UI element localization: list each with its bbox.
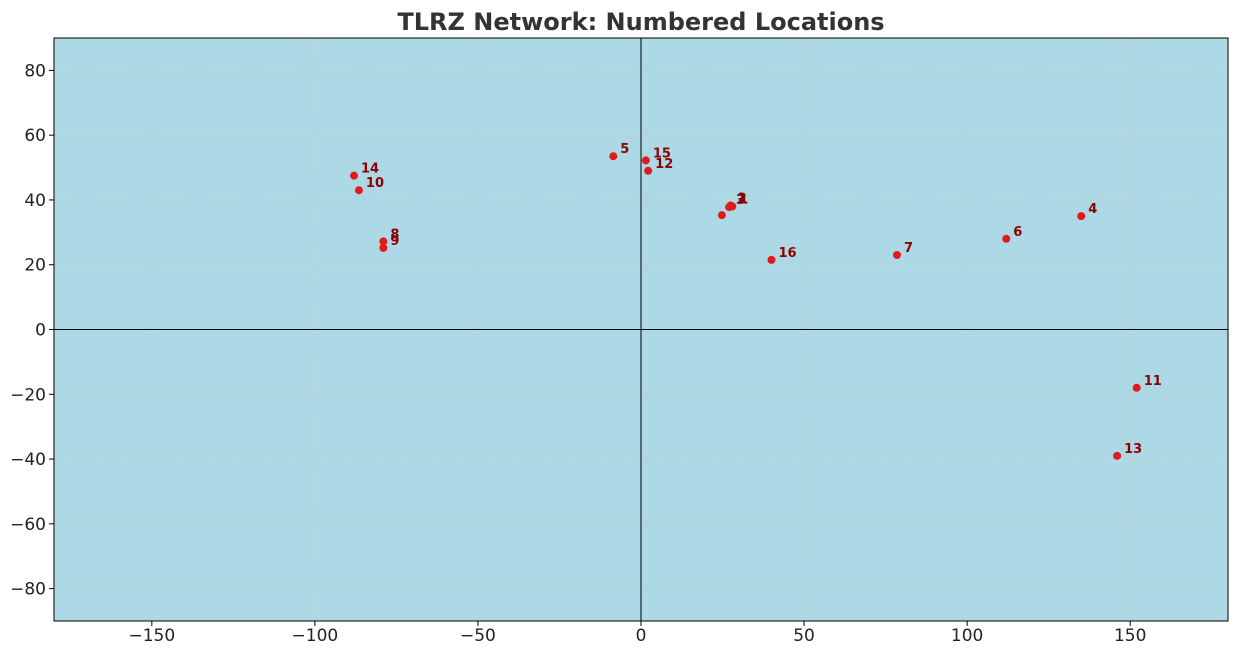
y-axis: −80 −60 −40 −20 0 20 40 60 80 <box>10 61 54 600</box>
x-axis: −150 −100 −50 0 50 100 150 <box>128 621 1146 646</box>
data-point <box>354 186 363 195</box>
point-label: 14 <box>361 162 379 177</box>
data-point <box>725 203 734 212</box>
data-point <box>1132 383 1141 392</box>
y-tick-label: 60 <box>24 126 46 146</box>
x-tick-label: 150 <box>1114 626 1146 646</box>
data-point <box>1002 234 1011 243</box>
point-label: 16 <box>778 246 796 261</box>
plot-frame <box>53 37 1229 622</box>
data-point <box>717 211 726 220</box>
x-tick-label: 50 <box>793 626 815 646</box>
data-point <box>379 237 388 246</box>
point-label: 10 <box>366 176 384 191</box>
point-label: 5 <box>620 142 629 157</box>
y-tick-label: −80 <box>10 580 46 600</box>
y-tick-label: 80 <box>24 61 46 81</box>
x-tick-label: −100 <box>292 626 339 646</box>
data-point <box>1113 451 1122 460</box>
y-tick-label: −40 <box>10 450 46 470</box>
point-label: 11 <box>1144 374 1162 389</box>
y-tick-label: 20 <box>24 256 46 276</box>
point-label: 7 <box>904 241 913 256</box>
x-tick-label: −150 <box>128 626 175 646</box>
x-tick-label: 0 <box>636 626 647 646</box>
data-point <box>644 166 653 175</box>
data-point <box>609 152 618 161</box>
data-point <box>379 243 388 252</box>
point-label: 13 <box>1124 442 1142 457</box>
y-tick-label: −60 <box>10 515 46 535</box>
data-point <box>1077 212 1086 221</box>
y-tick-label: 40 <box>24 191 46 211</box>
y-tick-label: 0 <box>35 321 46 341</box>
point-label: 1 <box>739 192 748 207</box>
data-point <box>641 156 650 165</box>
data-point <box>350 171 359 180</box>
data-point <box>767 255 776 264</box>
zero-axes <box>54 38 1228 621</box>
point-label: 9 <box>390 234 399 249</box>
point-label: 12 <box>655 157 673 172</box>
point-label: 15 <box>653 146 671 161</box>
point-label: 2 <box>738 191 747 206</box>
x-tick-label: −50 <box>460 626 496 646</box>
data-point <box>892 251 901 260</box>
point-label: 4 <box>1088 202 1097 217</box>
y-tick-label: −20 <box>10 385 46 405</box>
x-tick-label: 100 <box>951 626 983 646</box>
point-label: 3 <box>736 193 745 208</box>
chart-title: TLRZ Network: Numbered Locations <box>397 8 884 36</box>
point-label: 6 <box>1013 225 1022 240</box>
point-label: 8 <box>390 227 399 242</box>
